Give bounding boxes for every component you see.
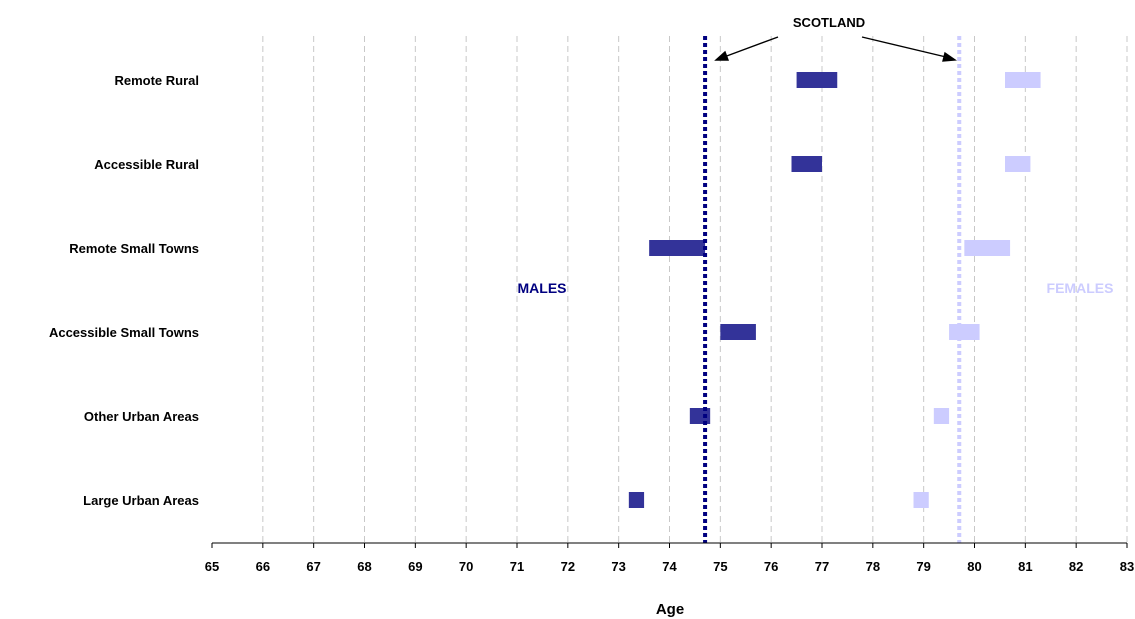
x-tick-label: 79 xyxy=(916,559,930,574)
reference-lines xyxy=(703,36,962,543)
x-tick-label: 78 xyxy=(866,559,880,574)
arrow-to-females-line xyxy=(861,36,947,58)
female-range-bar xyxy=(913,492,929,508)
female-range-bar xyxy=(1005,156,1031,172)
male-range-bar xyxy=(689,408,711,424)
x-tick-label: 82 xyxy=(1069,559,1083,574)
male-range-bar xyxy=(796,72,838,88)
female-range-bar xyxy=(949,324,980,340)
category-label: Accessible Small Towns xyxy=(49,325,199,340)
grid-lines xyxy=(262,36,1128,543)
x-tick-label: 77 xyxy=(815,559,829,574)
x-axis: 65 66 67 68 69 70 71 72 73 74 75 76 77 78 79 80 81 82 83 xyxy=(205,542,1134,574)
male-range-bar xyxy=(649,240,706,256)
category-label: Remote Small Towns xyxy=(69,241,199,256)
female-range-bar xyxy=(1005,72,1041,88)
x-tick-label: 80 xyxy=(967,559,981,574)
x-tick-label: 65 xyxy=(205,559,219,574)
arrow-to-males-line xyxy=(723,36,779,58)
category-labels: Remote Rural Accessible Rural Remote Small… xyxy=(49,73,199,508)
x-tick-label: 74 xyxy=(662,559,677,574)
series-label-males: MALES xyxy=(518,280,567,296)
series-label-females: FEMALES xyxy=(1047,280,1114,296)
x-tick-label: 83 xyxy=(1120,559,1134,574)
female-range-bar xyxy=(964,240,1011,256)
x-tick-label: 73 xyxy=(611,559,625,574)
x-tick-label: 72 xyxy=(561,559,575,574)
category-label: Accessible Rural xyxy=(94,157,199,172)
range-bars xyxy=(628,72,1041,508)
scotland-label: SCOTLAND xyxy=(793,15,865,30)
female-range-bar xyxy=(933,408,950,424)
arrow-to-females-head xyxy=(942,51,957,62)
arrow-to-males-head xyxy=(714,50,730,61)
x-axis-title: Age xyxy=(656,601,684,618)
x-tick-label: 76 xyxy=(764,559,778,574)
x-tick-label: 69 xyxy=(408,559,422,574)
category-label: Large Urban Areas xyxy=(83,493,199,508)
x-tick-label: 67 xyxy=(306,559,320,574)
x-tick-label: 68 xyxy=(357,559,371,574)
x-tick-label: 75 xyxy=(713,559,727,574)
x-tick-label: 70 xyxy=(459,559,473,574)
category-label: Remote Rural xyxy=(114,73,199,88)
male-range-bar xyxy=(791,156,822,172)
x-tick-label: 66 xyxy=(256,559,270,574)
male-range-bar xyxy=(628,492,645,508)
male-range-bar xyxy=(720,324,756,340)
scotland-arrows xyxy=(714,36,957,62)
x-tick-label: 71 xyxy=(510,559,524,574)
category-label: Other Urban Areas xyxy=(84,409,199,424)
x-tick-label: 81 xyxy=(1018,559,1032,574)
